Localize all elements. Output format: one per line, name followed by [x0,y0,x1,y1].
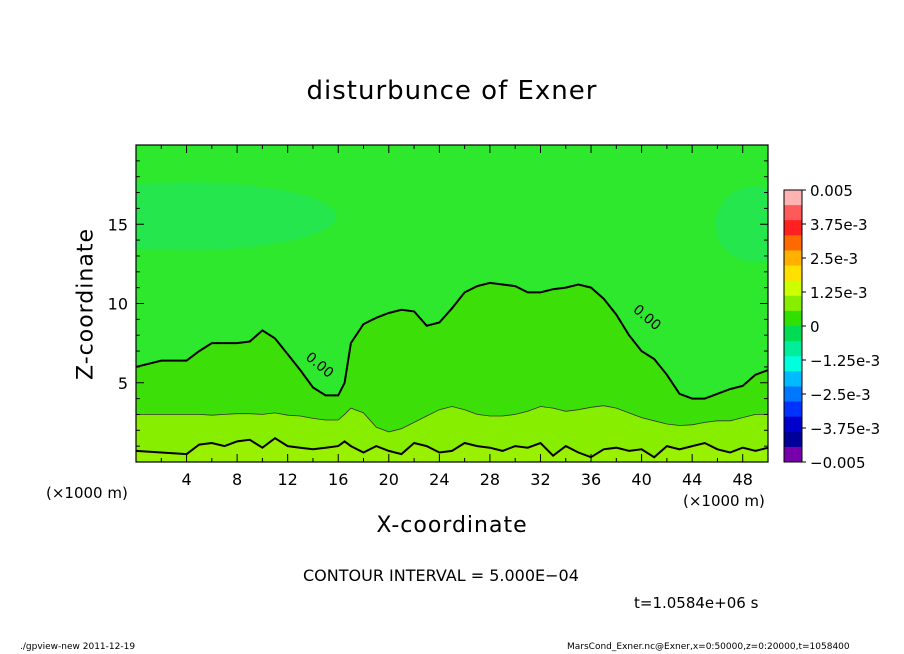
x-tick-label: 28 [480,470,500,489]
x-tick-label: 40 [631,470,651,489]
x-tick-label: 16 [328,470,348,489]
colorbar-swatch [784,341,802,357]
colorbar-swatch [784,205,802,221]
lower-contour-line [136,405,768,433]
zero-contour-line [136,281,768,400]
chart-title: disturbunce of Exner [306,76,598,106]
contour-interval-label: CONTOUR INTERVAL = 5.000E−04 [303,566,579,585]
colorbar: 0.005 3.75e-3 2.5e-3 1.25e-3 0 −1.25e-3 −2.5e-… [783,182,880,472]
colorbar-swatch [784,190,802,206]
colorbar-label: −1.25e-3 [810,352,880,370]
x-tick-label: 36 [581,470,601,489]
colorbar-label: −3.75e-3 [810,420,880,438]
x-tick-label: 32 [530,470,550,489]
x-axis-label: X-coordinate [376,513,528,538]
x-tick-label: 8 [232,470,242,489]
colorbar-swatch [784,446,802,463]
colorbar-label: 3.75e-3 [810,216,868,234]
colorbar-swatch [784,235,802,251]
field-bottom [136,438,768,462]
colorbar-swatch [784,416,802,433]
x-tick-label: 48 [733,470,753,489]
colorbar-swatch [784,356,802,372]
colorbar-label: 2.5e-3 [810,250,858,268]
field-layer [136,145,768,462]
colorbar-swatch [784,401,802,418]
x-unit-label-right: (×1000 m) [683,492,765,510]
colorbar-swatch [784,265,802,282]
x-tick-label: 4 [181,470,191,489]
colorbar-label: 0 [810,318,820,336]
y-tick-label: 10 [108,295,128,314]
x-unit-label-left: (×1000 m) [46,484,128,502]
colorbar-swatch [784,295,802,312]
y-tick-label: 15 [108,215,128,234]
bottom-contour-line [136,436,768,459]
y-tick-label: 5 [118,374,128,393]
x-tick-label: 20 [379,470,399,489]
x-tick-label: 24 [429,470,449,489]
field-negative-right [715,186,768,263]
colorbar-label: 0.005 [810,182,853,200]
footer-program: ./gpview-new 2011-12-19 [20,642,136,652]
colorbar-swatch [784,326,802,342]
x-tick-label: 44 [682,470,702,489]
colorbar-swatch [784,280,802,297]
colorbar-swatch [784,250,802,267]
time-label: t=1.0584e+06 s [634,594,759,612]
colorbar-swatch [784,310,802,327]
y-axis-label: Z-coordinate [73,228,99,380]
field-negative-left [136,182,337,251]
x-tick-label: 12 [278,470,298,489]
colorbar-swatch [784,371,802,387]
colorbar-label: 1.25e-3 [810,284,868,302]
footer-source: MarsCond_Exner.nc@Exner,x=0:50000,z=0:20… [567,642,850,652]
colorbar-swatch [784,220,802,236]
colorbar-swatch [784,386,802,403]
colorbar-label: −0.005 [810,454,866,472]
colorbar-swatch [784,431,802,448]
colorbar-label: −2.5e-3 [810,386,871,404]
